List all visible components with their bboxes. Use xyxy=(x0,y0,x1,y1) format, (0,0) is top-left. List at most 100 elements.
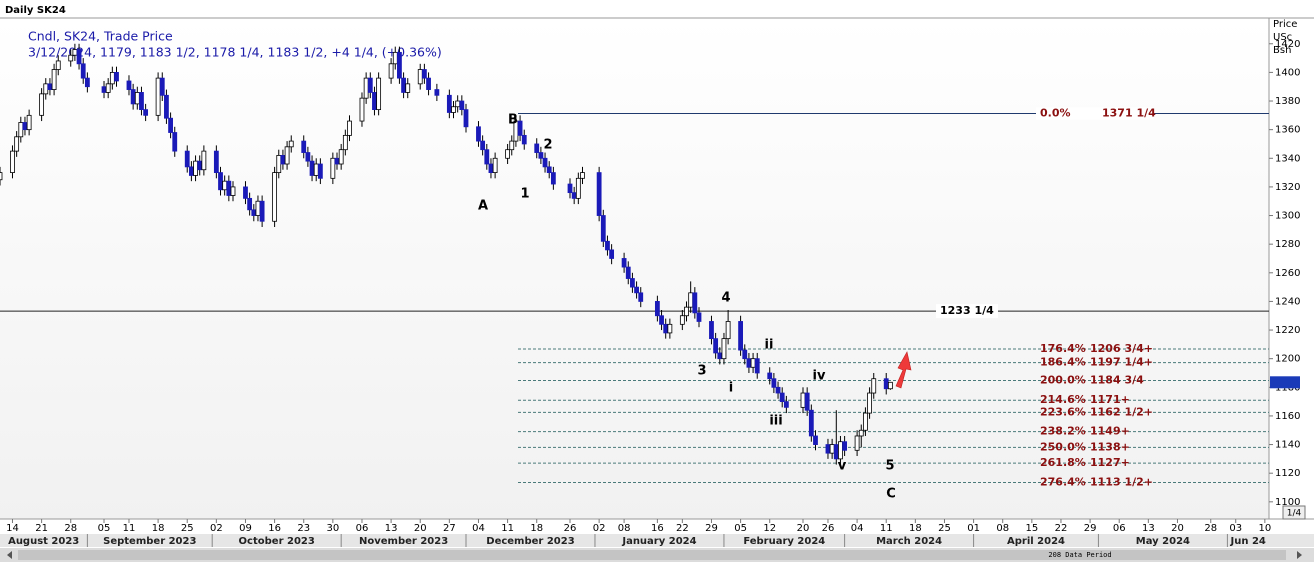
candle-body xyxy=(455,100,461,108)
y-tick-label: 1280 xyxy=(1275,239,1300,250)
candle-body xyxy=(201,150,207,171)
x-tick-label: 14 xyxy=(6,523,19,534)
candle-body xyxy=(305,152,311,162)
candle-body xyxy=(829,444,835,454)
fib-pct: 186.4% xyxy=(1040,356,1086,369)
candle-body xyxy=(746,358,752,368)
x-tick-label: 06 xyxy=(356,523,369,534)
y-tick-label: 1160 xyxy=(1275,411,1300,422)
x-tick-label: 13 xyxy=(385,523,398,534)
candle-body xyxy=(825,444,831,454)
candle-body xyxy=(284,146,290,165)
level-label: 1371 1/4 xyxy=(1102,107,1156,120)
fib-label: 1149+ xyxy=(1090,425,1130,438)
candle-body xyxy=(126,80,132,90)
candle-body xyxy=(505,149,511,159)
candle-body xyxy=(738,321,743,351)
candle-body xyxy=(247,197,253,211)
header-title: Daily SK24 xyxy=(5,5,66,16)
y-axis-title: Price xyxy=(1273,19,1297,30)
candle-body xyxy=(330,157,336,179)
scroll-thumb[interactable] xyxy=(18,550,1286,560)
x-tick-label: 22 xyxy=(1055,523,1068,534)
y-tick-label: 1360 xyxy=(1275,125,1300,136)
candle-body xyxy=(771,378,777,388)
month-bar xyxy=(0,534,1314,547)
candle-body xyxy=(184,150,190,168)
month-label: September 2023 xyxy=(103,536,196,547)
x-tick-label: 04 xyxy=(472,523,485,534)
candle-body xyxy=(222,180,228,191)
candle-body xyxy=(779,392,785,403)
candle-body xyxy=(401,77,406,93)
candle-body xyxy=(575,177,581,199)
fib-label: 1197 1/4+ xyxy=(1090,356,1153,369)
candle-body xyxy=(84,77,90,88)
candle-body xyxy=(188,166,194,176)
candle-body xyxy=(218,172,223,191)
y-tick-label: 1140 xyxy=(1275,440,1300,451)
candle-body xyxy=(550,172,556,185)
fib-pct: 261.8% xyxy=(1040,456,1086,469)
candle-body xyxy=(372,92,377,111)
x-tick-label: 23 xyxy=(297,523,310,534)
candle-body xyxy=(155,77,161,116)
candle-body xyxy=(630,278,635,288)
candle-body xyxy=(434,89,440,96)
wave-label: ii xyxy=(765,338,774,353)
candle-body xyxy=(105,83,111,93)
candle-body xyxy=(342,134,348,151)
candle-body xyxy=(492,157,498,173)
month-label: April 2024 xyxy=(1007,536,1065,547)
wave-label: iii xyxy=(769,414,782,429)
candle-body xyxy=(750,358,756,368)
scroll-right[interactable] xyxy=(1297,551,1302,559)
fib-pct: 250.0% xyxy=(1040,440,1086,453)
x-tick-label: 29 xyxy=(705,523,718,534)
scroll-label: 208 Data Period xyxy=(1048,551,1111,559)
month-label: January 2024 xyxy=(621,536,696,547)
candle-body xyxy=(26,114,32,131)
x-tick-label: 25 xyxy=(938,523,951,534)
x-tick-label: 29 xyxy=(1084,523,1097,534)
fib-pct: 176.4% xyxy=(1040,342,1086,355)
wave-label: iv xyxy=(813,369,826,384)
candle-body xyxy=(255,200,261,216)
candle-body xyxy=(684,306,689,317)
candle-body xyxy=(692,292,698,314)
x-tick-label: 18 xyxy=(909,523,922,534)
candle-body xyxy=(654,301,660,317)
candle-body xyxy=(51,69,57,90)
candle-body xyxy=(804,392,810,411)
candle-body xyxy=(280,155,286,165)
x-tick-label: 05 xyxy=(734,523,747,534)
candle-body xyxy=(858,429,864,437)
candle-body xyxy=(767,372,773,380)
candle-body xyxy=(534,143,540,153)
candle-body xyxy=(538,152,544,159)
y-tick-label: 1320 xyxy=(1275,182,1300,193)
month-label: February 2024 xyxy=(743,536,825,547)
candle-body xyxy=(72,49,78,56)
candle-body xyxy=(808,409,814,437)
y-tick-label: 1200 xyxy=(1275,354,1300,365)
zoom-button[interactable] xyxy=(1282,505,1306,520)
candle-body xyxy=(130,89,136,105)
candle-body xyxy=(55,60,61,70)
candle-body xyxy=(288,140,294,148)
candle-body xyxy=(696,312,702,322)
candle-body xyxy=(742,349,748,360)
month-label: May 2024 xyxy=(1136,536,1190,547)
wave-label: C xyxy=(886,487,896,502)
candle-body xyxy=(0,172,3,181)
candle-body xyxy=(317,163,323,179)
candle-body xyxy=(721,338,727,360)
fib-label: 1138+ xyxy=(1090,440,1130,453)
last-price-marker xyxy=(1270,376,1300,389)
plot-area xyxy=(0,18,1269,519)
x-tick-label: 18 xyxy=(152,523,165,534)
zoom-label: 1/4 xyxy=(1287,509,1302,519)
x-tick-label: 18 xyxy=(530,523,543,534)
candle-body xyxy=(272,172,278,222)
scroll-left[interactable] xyxy=(7,551,12,559)
